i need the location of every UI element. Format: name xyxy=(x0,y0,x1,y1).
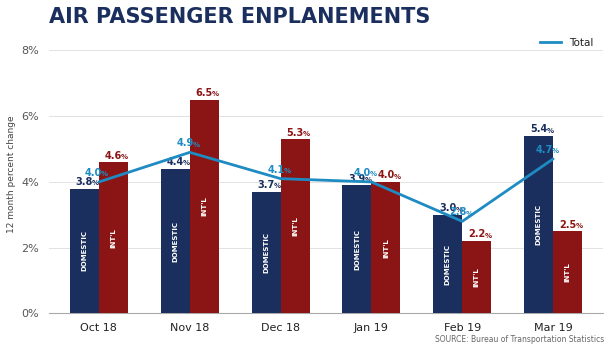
Bar xyxy=(70,188,99,313)
Text: INT'L: INT'L xyxy=(292,217,298,236)
Text: 4.0: 4.0 xyxy=(378,170,395,180)
Text: INT'L: INT'L xyxy=(565,262,570,282)
Bar xyxy=(371,182,401,313)
Text: %: % xyxy=(551,148,559,154)
Text: 4.0: 4.0 xyxy=(354,168,371,178)
Text: DOMESTIC: DOMESTIC xyxy=(354,229,360,270)
Bar xyxy=(342,185,371,313)
Bar xyxy=(190,100,219,313)
Text: DOMESTIC: DOMESTIC xyxy=(536,204,542,245)
Text: 3.9: 3.9 xyxy=(348,174,365,184)
Text: %: % xyxy=(575,223,583,229)
Text: INT'L: INT'L xyxy=(474,268,480,287)
Bar xyxy=(281,139,310,313)
Text: DOMESTIC: DOMESTIC xyxy=(445,244,451,285)
Text: 6.5: 6.5 xyxy=(196,88,213,98)
Text: %: % xyxy=(212,92,219,98)
Text: %: % xyxy=(303,131,310,137)
Text: DOMESTIC: DOMESTIC xyxy=(81,230,87,271)
Text: %: % xyxy=(183,161,190,167)
Text: %: % xyxy=(365,177,371,183)
Text: 5.4: 5.4 xyxy=(530,124,547,134)
Text: %: % xyxy=(456,206,462,212)
Text: %: % xyxy=(193,142,200,148)
Text: %: % xyxy=(484,233,492,239)
Bar xyxy=(433,215,462,313)
Text: 4.1: 4.1 xyxy=(267,165,285,175)
Bar xyxy=(524,136,553,313)
Text: %: % xyxy=(274,184,281,189)
Text: %: % xyxy=(121,154,128,160)
Text: %: % xyxy=(284,168,291,174)
Text: 3.8: 3.8 xyxy=(76,177,93,187)
Text: INT'L: INT'L xyxy=(383,238,389,257)
Bar xyxy=(99,162,128,313)
Text: %: % xyxy=(393,174,401,180)
Text: 3.0: 3.0 xyxy=(439,203,456,213)
Text: %: % xyxy=(370,171,377,177)
Text: %: % xyxy=(465,211,473,217)
Y-axis label: 12 month percent change: 12 month percent change xyxy=(7,115,16,232)
Text: 4.4: 4.4 xyxy=(167,157,184,167)
Text: 5.3: 5.3 xyxy=(287,128,304,137)
Text: 4.6: 4.6 xyxy=(105,151,122,161)
Text: INT'L: INT'L xyxy=(110,228,117,248)
Text: SOURCE: Bureau of Transportation Statistics: SOURCE: Bureau of Transportation Statist… xyxy=(435,335,604,344)
Bar xyxy=(462,241,491,313)
Text: 2.5: 2.5 xyxy=(559,220,576,230)
Text: 4.9: 4.9 xyxy=(177,138,194,149)
Bar xyxy=(160,169,190,313)
Text: %: % xyxy=(101,171,109,177)
Bar xyxy=(251,192,281,313)
Text: 2.2: 2.2 xyxy=(468,229,486,239)
Legend: Total: Total xyxy=(536,34,598,52)
Text: %: % xyxy=(92,180,99,186)
Text: DOMESTIC: DOMESTIC xyxy=(172,221,178,262)
Text: INT'L: INT'L xyxy=(201,197,207,217)
Text: 4.7: 4.7 xyxy=(536,145,553,155)
Text: 2.8: 2.8 xyxy=(449,208,467,218)
Text: AIR PASSENGER ENPLANEMENTS: AIR PASSENGER ENPLANEMENTS xyxy=(49,7,430,27)
Text: DOMESTIC: DOMESTIC xyxy=(263,232,269,273)
Text: 3.7: 3.7 xyxy=(257,180,275,190)
Text: 4.0: 4.0 xyxy=(85,168,102,178)
Text: %: % xyxy=(547,128,553,134)
Bar xyxy=(553,231,582,313)
